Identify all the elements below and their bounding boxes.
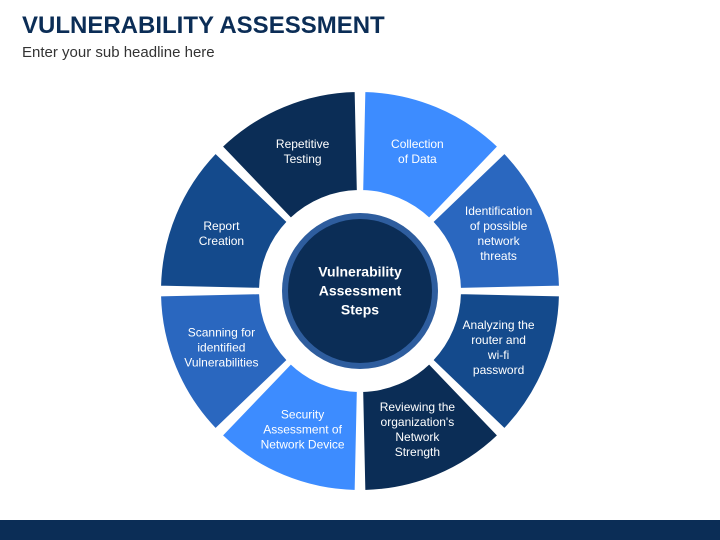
radial-diagram: Collection of Data Identification of poss…: [0, 66, 720, 520]
segment-label-5: Scanning for identified Vulnerabilities: [184, 326, 258, 371]
segment-label-0: Collection of Data: [391, 137, 444, 167]
segment-label-3: Reviewing the organization's Network Str…: [380, 400, 455, 460]
segment-label-7: Repetitive Testing: [276, 137, 329, 167]
page-subtitle: Enter your sub headline here: [22, 44, 215, 61]
segment-label-6: Report Creation: [199, 219, 244, 249]
footer-bar: [0, 520, 720, 540]
segment-label-2: Analyzing the router and wi-fi password: [463, 318, 535, 378]
center-label: Vulnerability Assessment Steps: [318, 263, 402, 320]
segment-label-1: Identification of possible network threa…: [465, 204, 532, 264]
segment-label-4: Security Assessment of Network Device: [261, 407, 345, 452]
page-title: VULNERABILITY ASSESSMENT: [22, 12, 385, 40]
